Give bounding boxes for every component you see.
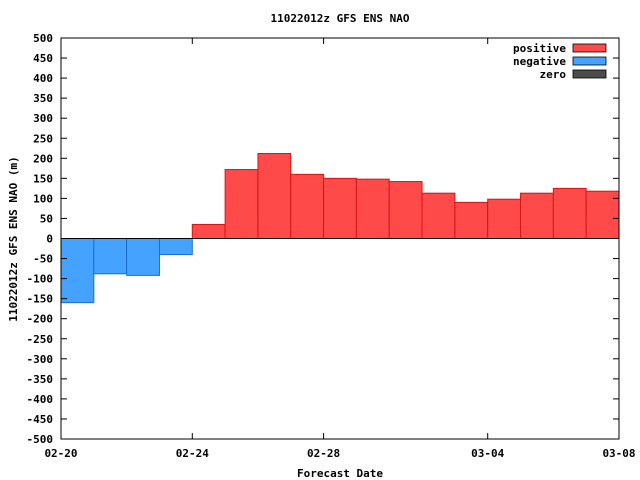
- bar-03-04: [487, 198, 522, 239]
- y-tick-label--50: -50: [33, 253, 53, 266]
- y-tick-label--200: -200: [27, 313, 54, 326]
- bar-02-20: [60, 238, 95, 304]
- bar-02-22: [126, 238, 160, 276]
- y-tick-label-200: 200: [33, 152, 53, 165]
- x-tick-label-02-24: 02-24: [176, 447, 209, 460]
- x-tick-label-02-20: 02-20: [44, 447, 77, 460]
- bar-03-01: [388, 181, 423, 239]
- legend-swatch-positive: [572, 43, 607, 53]
- y-tick-label-100: 100: [33, 192, 53, 205]
- y-tick-label-0: 0: [46, 233, 53, 246]
- chart-title: 11022012z GFS ENS NAO: [270, 12, 409, 25]
- bar-02-29: [355, 178, 390, 239]
- legend-label-zero: zero: [540, 68, 567, 81]
- y-tick-label-400: 400: [33, 72, 53, 85]
- x-tick-label-02-28: 02-28: [307, 447, 340, 460]
- bar-02-21: [93, 238, 128, 275]
- x-tick-label-03-04: 03-04: [471, 447, 504, 460]
- bar-03-03: [454, 201, 489, 240]
- bar-02-28: [323, 177, 357, 240]
- legend-swatch-zero: [572, 69, 607, 79]
- bar-03-02: [421, 192, 456, 239]
- y-tick-label--500: -500: [27, 433, 54, 446]
- y-tick-label-350: 350: [33, 92, 53, 105]
- y-tick-label-150: 150: [33, 172, 53, 185]
- y-tick-label--350: -350: [27, 373, 54, 386]
- legend-swatch-negative: [572, 56, 607, 66]
- y-axis-label: 11022012z GFS ENS NAO (m): [7, 156, 20, 322]
- legend-label-negative: negative: [513, 55, 566, 68]
- x-axis: 02-20 02-24 02-28 03-04 03-08: [44, 38, 636, 460]
- bar-02-26: [257, 152, 292, 240]
- x-tick-label-03-08: 03-08: [602, 447, 635, 460]
- legend-label-positive: positive: [513, 42, 566, 55]
- bar-02-24: [191, 223, 226, 239]
- x-axis-label: Forecast Date: [297, 467, 383, 480]
- bar-02-27: [290, 173, 325, 239]
- y-tick-label--250: -250: [27, 333, 54, 346]
- y-tick-label--150: -150: [27, 293, 54, 306]
- bar-02-25: [224, 169, 259, 239]
- y-tick-label--450: -450: [27, 413, 54, 426]
- y-axis: 500450400350300250200150100500-50-100-15…: [27, 32, 619, 446]
- bar-03-06: [552, 187, 587, 239]
- bar-03-05: [520, 192, 554, 239]
- y-tick-label--400: -400: [27, 393, 54, 406]
- y-tick-label-300: 300: [33, 112, 53, 125]
- y-tick-label-450: 450: [33, 52, 53, 65]
- y-tick-label-250: 250: [33, 132, 53, 145]
- y-tick-label-500: 500: [33, 32, 53, 45]
- bar-02-23: [158, 238, 193, 256]
- y-tick-label--100: -100: [27, 273, 54, 286]
- bar-03-07: [585, 190, 620, 240]
- bars-group: [60, 152, 620, 304]
- y-tick-label--300: -300: [27, 353, 54, 366]
- y-tick-label-50: 50: [40, 212, 53, 225]
